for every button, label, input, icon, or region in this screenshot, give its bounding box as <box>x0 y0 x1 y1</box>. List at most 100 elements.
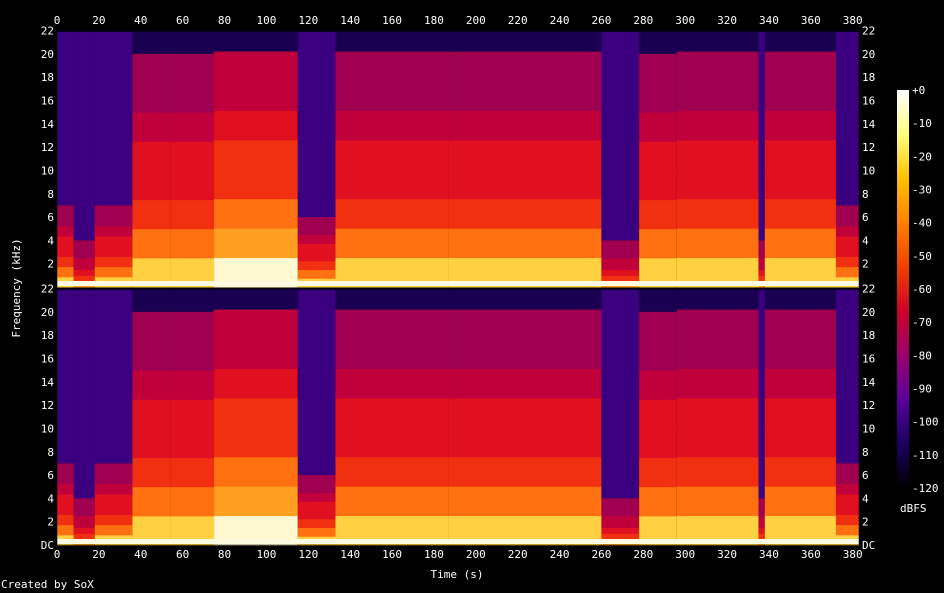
x-tick-bottom-label: 360 <box>801 548 821 561</box>
segment-11-band-4 <box>676 397 759 428</box>
segment-12-band-2 <box>758 269 765 276</box>
colorbar-tick-label: -100 <box>912 416 939 429</box>
segment-0-band-2 <box>57 256 74 268</box>
segment-0-band-3 <box>57 246 74 257</box>
y-tick-right-label: 22 <box>862 25 875 38</box>
x-tick-top-label: 80 <box>218 14 231 27</box>
y-tick-left-label: 20 <box>41 48 54 61</box>
segment-11-band-3 <box>676 427 759 458</box>
segment-11-band-6 <box>676 80 759 111</box>
segment-11-band-2 <box>676 198 759 229</box>
segment-9-band-6 <box>601 246 640 253</box>
x-tick-top-label: 360 <box>801 14 821 27</box>
segment-3-band-7 <box>132 311 171 342</box>
segment-10-band-1 <box>639 486 677 517</box>
segment-6-band-2 <box>297 518 336 529</box>
segment-6-band-4 <box>297 243 336 253</box>
segment-12-band-1 <box>758 533 765 540</box>
segment-12-hf-band <box>758 32 765 241</box>
colorbar-tick-label: -50 <box>912 250 932 263</box>
segment-7-band-3 <box>335 427 449 458</box>
x-tick-bottom-label: 40 <box>134 548 147 561</box>
segment-11-band-1 <box>676 486 759 517</box>
x-tick-bottom-label: 220 <box>508 548 528 561</box>
segment-5-band-6 <box>214 80 298 111</box>
segment-2-band-4 <box>94 494 133 505</box>
segment-1-hf-band <box>73 290 95 499</box>
segment-3-band-4 <box>132 141 171 171</box>
segment-7-band-6 <box>335 338 449 369</box>
segment-7-band-1 <box>335 228 449 259</box>
x-tick-bottom-label: 200 <box>466 548 486 561</box>
segment-14-band-1 <box>835 524 859 536</box>
segment-14-band-3 <box>835 504 859 515</box>
segment-14-band-7 <box>835 463 859 475</box>
segment-1-band-7 <box>73 240 95 247</box>
segment-8-hf-band <box>448 32 602 52</box>
segment-5-band-5 <box>214 368 298 399</box>
segment-3-band-5 <box>132 370 171 400</box>
segment-8-band-1 <box>448 486 602 517</box>
segment-2-hf-band <box>94 290 133 464</box>
segment-7-band-1 <box>335 486 449 517</box>
segment-3-hf-band <box>132 290 171 312</box>
segment-9-band-1 <box>601 533 640 540</box>
y-tick-left-label: 10 <box>41 164 54 177</box>
colorbar-ticks: +0 -10 -20 -30 -40 -50 -60 -70 -80 -90 -100 -110 -12… <box>912 84 939 495</box>
y-tick-left-label: 16 <box>41 353 54 366</box>
segment-8-band-7 <box>448 51 602 82</box>
segment-1-band-2 <box>73 269 95 276</box>
segment-12-band-3 <box>758 521 765 529</box>
segment-10-band-7 <box>639 53 677 84</box>
segment-14-band-1 <box>835 266 859 278</box>
segment-9-hf-band <box>601 290 640 499</box>
segment-1-band-3 <box>73 263 95 271</box>
segment-10-band-1 <box>639 228 677 259</box>
segment-12-band-2 <box>758 527 765 534</box>
segment-9-band-3 <box>601 521 640 529</box>
segment-13-band-7 <box>764 309 836 340</box>
segment-0-band-7 <box>57 463 74 475</box>
segment-3-band-3 <box>132 428 171 459</box>
colorbar-tick-label: -10 <box>912 117 932 130</box>
y-tick-right-label: 10 <box>862 164 875 177</box>
x-tick-bottom-label: 20 <box>92 548 105 561</box>
y-tick-left-label: 20 <box>41 306 54 319</box>
segment-3-band-3 <box>132 170 171 201</box>
x-tick-bottom-label: 60 <box>176 548 189 561</box>
y-tick-right-label: 22 <box>862 283 875 296</box>
segment-14-band-5 <box>835 483 859 495</box>
y-tick-left-label: 6 <box>47 469 54 482</box>
segment-13-band-3 <box>764 427 836 458</box>
segment-14-band-4 <box>835 236 859 247</box>
segment-4-band-2 <box>170 457 215 488</box>
x-tick-top-label: 240 <box>550 14 570 27</box>
x-tick-top-label: 100 <box>256 14 276 27</box>
segment-7-band-4 <box>335 397 449 428</box>
segment-9-band-3 <box>601 263 640 271</box>
y-tick-left-label: 8 <box>47 446 54 459</box>
y-tick-right-label: 8 <box>862 188 869 201</box>
x-tick-bottom-label: 180 <box>424 548 444 561</box>
segment-13-band-6 <box>764 338 836 369</box>
y-tick-left-label: 18 <box>41 71 54 84</box>
segment-3-band-2 <box>132 199 171 230</box>
segment-9-band-1 <box>601 275 640 282</box>
segment-8-band-4 <box>448 397 602 428</box>
y-tick-right-label: 4 <box>862 492 869 505</box>
segment-13-hf-band <box>764 290 836 310</box>
segment-0-band-3 <box>57 504 74 515</box>
segment-11-band-7 <box>676 51 759 82</box>
segment-12-band-4 <box>758 515 765 523</box>
segment-5-band-1 <box>214 486 298 517</box>
colorbar-tick-label: -120 <box>912 482 939 495</box>
x-tick-top-label: 20 <box>92 14 105 27</box>
segment-1-band-1 <box>73 275 95 282</box>
y-tick-left-label: 22 <box>41 283 54 296</box>
segment-5-band-4 <box>214 397 298 428</box>
segment-6-band-6 <box>297 225 336 236</box>
segment-4-band-2 <box>170 199 215 230</box>
segment-12-band-7 <box>758 240 765 247</box>
segment-7-band-7 <box>335 51 449 82</box>
